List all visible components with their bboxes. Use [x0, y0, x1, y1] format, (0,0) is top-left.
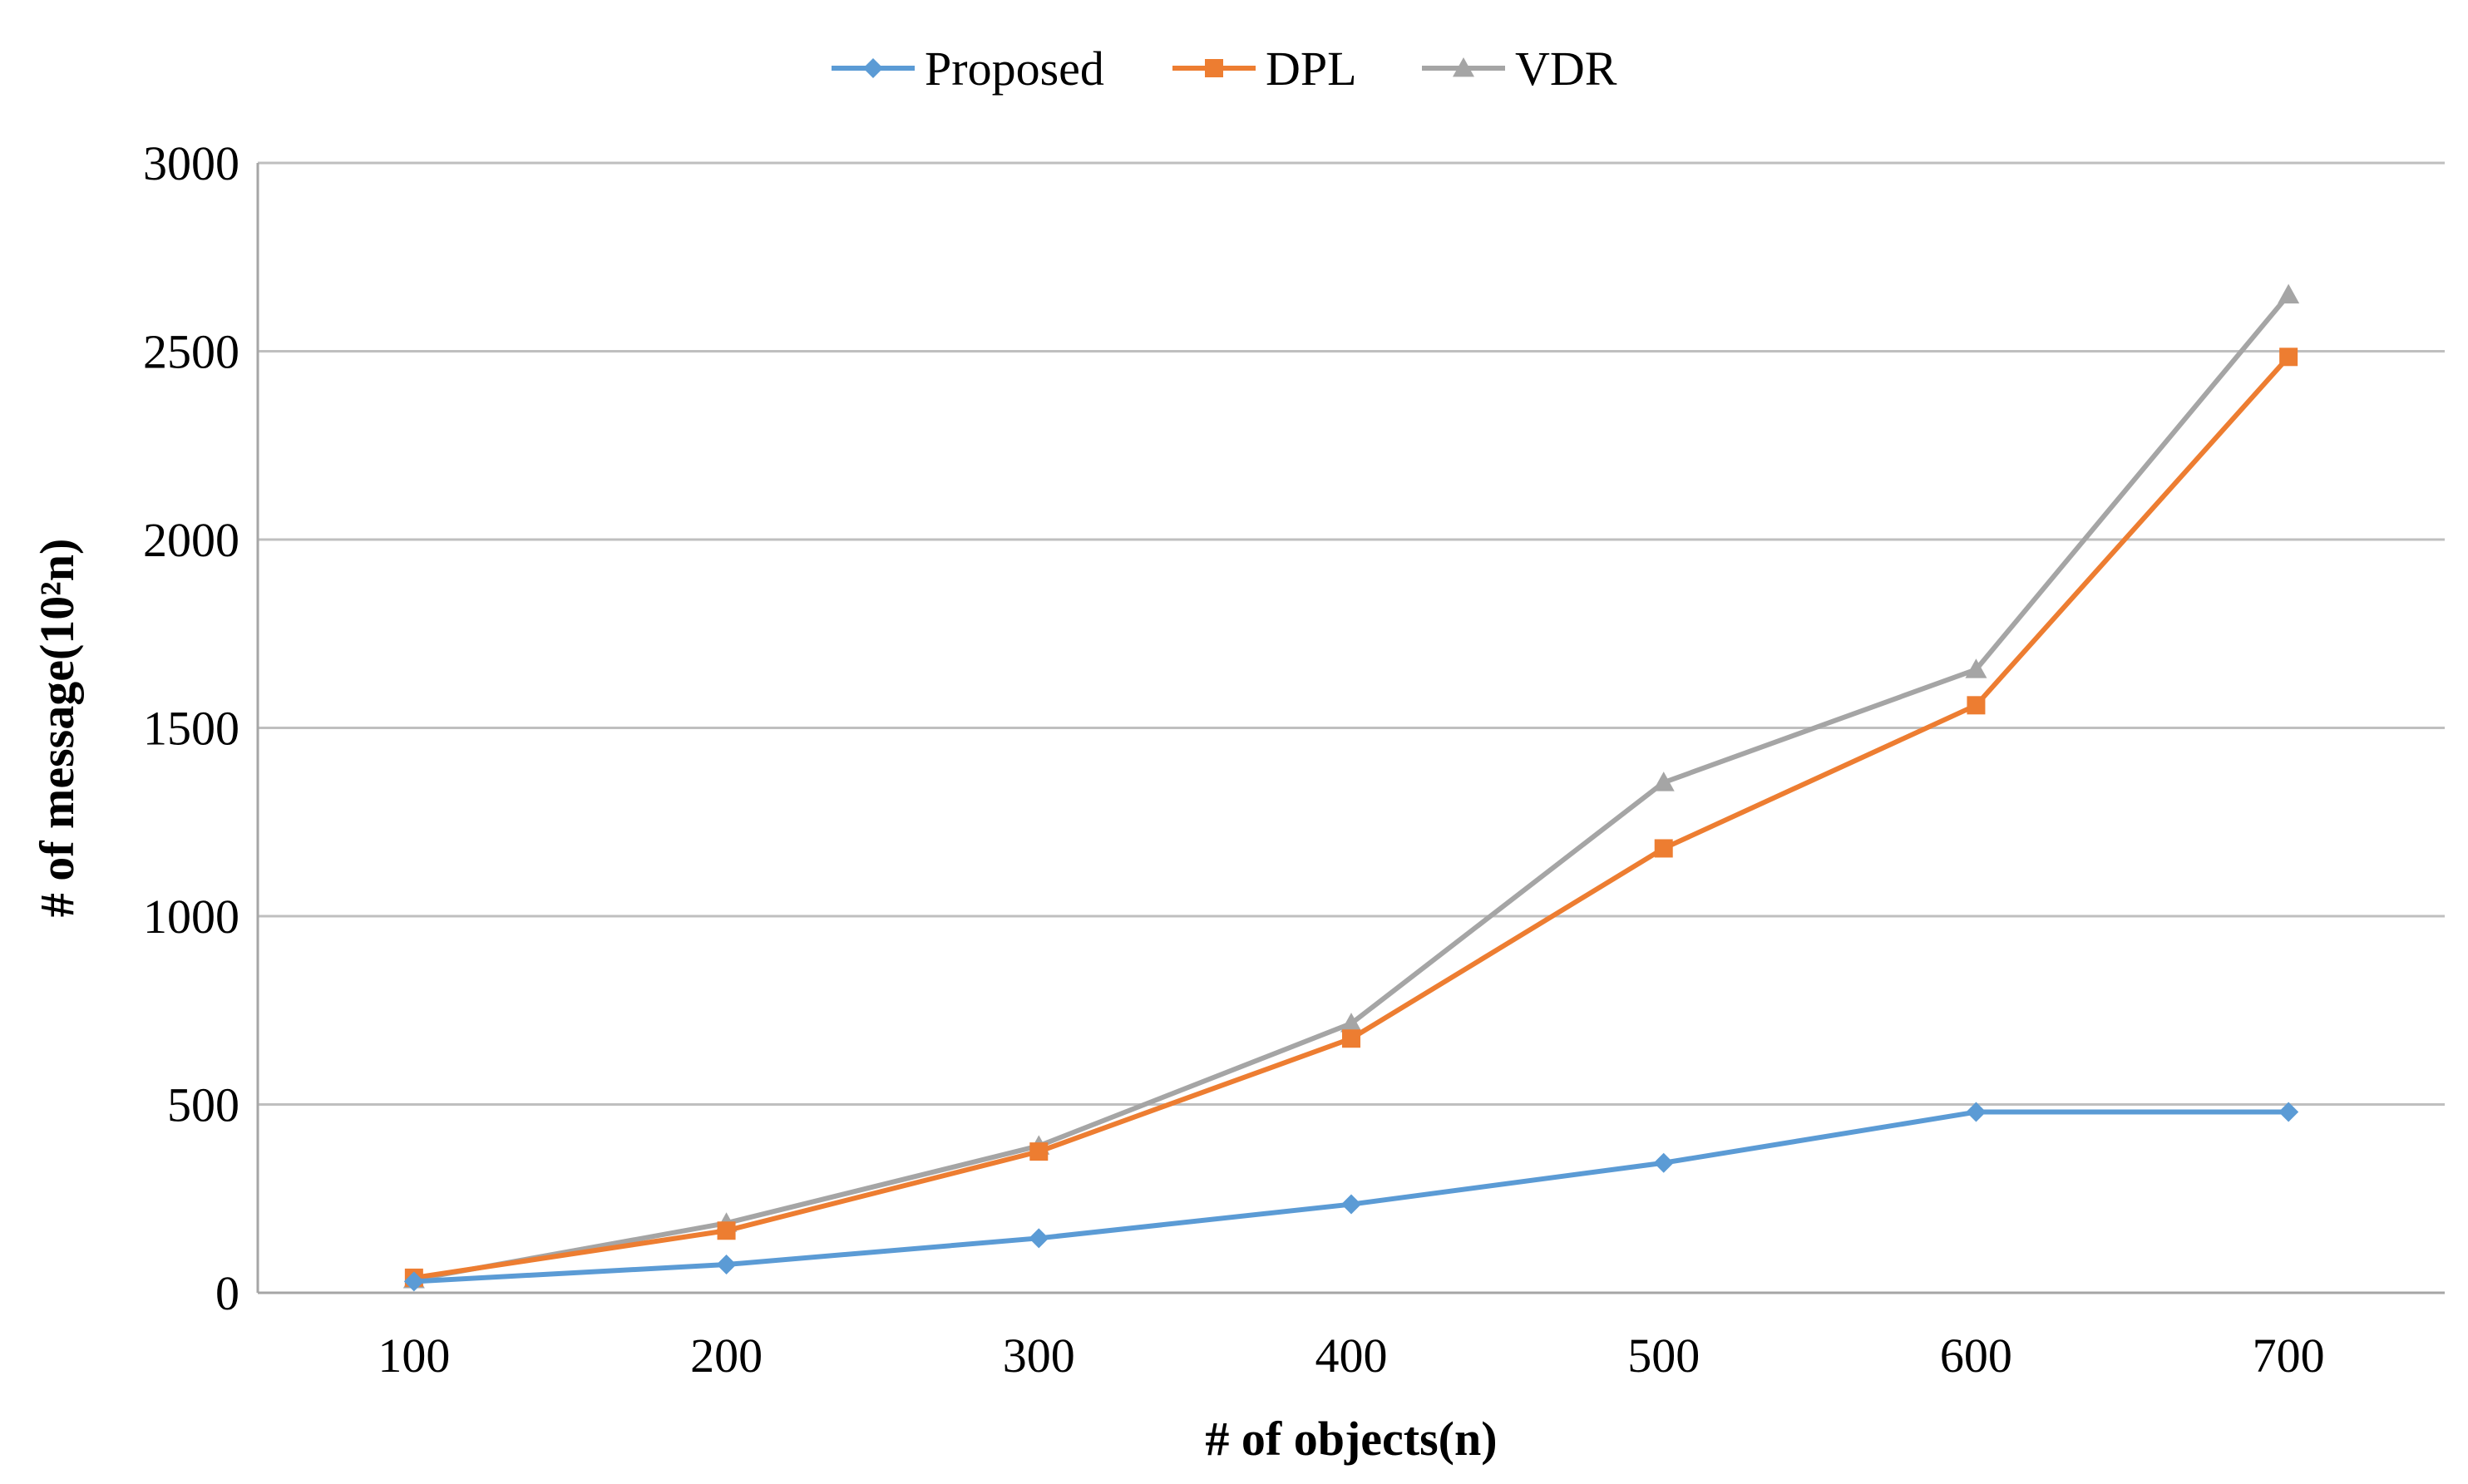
- legend-item-proposed: Proposed: [832, 42, 1104, 96]
- data-point: [1342, 1029, 1360, 1048]
- legend-marker: [1205, 59, 1223, 77]
- x-tick-label: 400: [1315, 1329, 1388, 1383]
- x-tick-label: 600: [1940, 1329, 2012, 1383]
- data-point: [1652, 772, 1675, 791]
- data-point: [1029, 1228, 1049, 1249]
- x-tick-label: 700: [2253, 1329, 2325, 1383]
- series-proposed: [403, 1102, 2299, 1292]
- data-point: [2278, 283, 2300, 303]
- data-point: [1341, 1194, 1361, 1215]
- x-tick-label: 500: [1627, 1329, 1700, 1383]
- legend-item-vdr: VDR: [1422, 42, 1617, 96]
- x-tick-label: 200: [690, 1329, 763, 1383]
- data-point: [1654, 839, 1673, 858]
- legend-marker: [863, 58, 883, 78]
- data-point: [1967, 696, 1986, 715]
- legend: Proposed DPL VDR: [832, 42, 1617, 96]
- y-axis-title: # of message(10²n): [30, 539, 84, 918]
- data-point: [1966, 1102, 1987, 1122]
- gridlines: [258, 161, 2445, 1106]
- legend-item-dpl: DPL: [1172, 42, 1357, 96]
- y-tick-label: 0: [215, 1266, 239, 1320]
- y-tick-label: 2500: [143, 325, 239, 379]
- data-point: [716, 1255, 737, 1275]
- data-point: [2278, 1102, 2299, 1122]
- data-point: [1965, 658, 1987, 678]
- x-axis-title: # of objects(n): [1205, 1412, 1497, 1466]
- series-vdr: [402, 283, 2300, 1289]
- data-point: [1340, 1013, 1362, 1033]
- data-point: [1029, 1142, 1049, 1161]
- data-point: [1653, 1152, 1674, 1173]
- legend-label: Proposed: [925, 42, 1104, 96]
- y-tick-label: 2000: [143, 513, 239, 567]
- y-tick-label: 3000: [143, 136, 239, 190]
- y-tick-label: 500: [167, 1078, 239, 1132]
- series-lines: [402, 283, 2300, 1292]
- data-point: [2279, 348, 2298, 367]
- legend-label: DPL: [1266, 42, 1357, 96]
- x-tick-labels: 100 200 300 400 500 600 700: [378, 1329, 2324, 1383]
- x-tick-label: 300: [1003, 1329, 1075, 1383]
- series-dpl: [404, 348, 2298, 1287]
- legend-marker: [1453, 57, 1474, 77]
- y-tick-label: 1000: [143, 890, 239, 944]
- y-tick-labels: 0 500 1000 1500 2000 2500 3000: [143, 136, 239, 1320]
- axes: [256, 163, 2445, 1294]
- legend-label: VDR: [1515, 42, 1617, 96]
- series-line: [413, 293, 2291, 1283]
- data-point: [403, 1271, 424, 1292]
- series-line: [413, 355, 2291, 1280]
- y-tick-label: 1500: [143, 702, 239, 756]
- data-point: [717, 1221, 736, 1240]
- x-tick-label: 100: [378, 1329, 450, 1383]
